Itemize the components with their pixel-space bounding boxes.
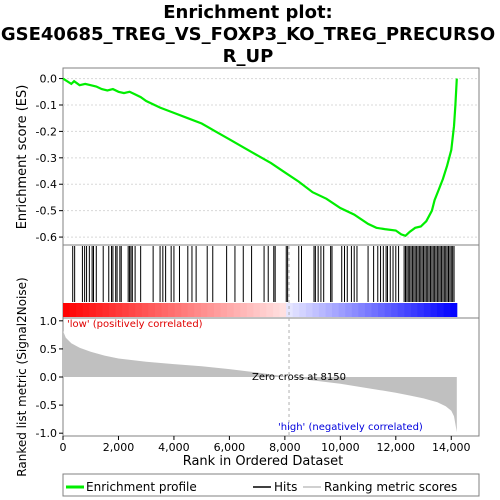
es-y-tick-label: -0.5 [36,205,57,218]
rank-color-segment [148,303,155,317]
rank-color-segment [129,303,136,317]
zero-cross-annotation: Zero cross at 8150 [252,372,346,383]
high-annotation: 'high' (negatively correlated) [278,422,423,433]
es-y-tick-label: -0.1 [36,99,57,112]
rank-color-segment [286,303,293,317]
rank-color-segment [253,303,260,317]
rank-color-segment [83,303,90,317]
legend-label-metric: Ranking metric scores [324,480,457,494]
rank-color-segment [385,303,392,317]
rank-color-segment [260,303,267,317]
rank-color-segment [273,303,280,317]
rank-color-segment [398,303,405,317]
x-tick-label: 2,000 [103,441,135,454]
x-tick-label: 12,000 [377,441,416,454]
es-y-tick-label: -0.6 [36,231,57,244]
chart-title-line-1: Enrichment plot: [163,2,333,23]
rank-color-segment [96,303,103,317]
rank-color-segment [404,303,411,317]
x-tick-label: 14,000 [432,441,471,454]
rank-color-segment [135,303,142,317]
x-axis-title: Rank in Ordered Dataset [183,454,344,469]
rank-color-segment [155,303,162,317]
rank-color-band [63,303,457,317]
rank-color-segment [424,303,431,317]
rank-color-segment [207,303,214,317]
rank-color-segment [352,303,359,317]
x-tick-label: 4,000 [158,441,190,454]
rank-color-segment [122,303,129,317]
rank-color-segment [234,303,241,317]
rank-color-segment [345,303,352,317]
rank-color-segment [365,303,372,317]
rank-color-segment [247,303,254,317]
rank-color-segment [188,303,195,317]
chart-title-line-2: GSE40685_TREG_VS_FOXP3_KO_TREG_PRECURSO [1,24,495,45]
rank-color-segment [312,303,319,317]
x-tick-label: 10,000 [321,441,360,454]
x-tick-label: 0 [60,441,67,454]
es-y-tick-label: 0.0 [40,73,58,86]
rank-color-segment [175,303,182,317]
es-y-tick-label: -0.2 [36,125,57,138]
low-annotation: 'low' (positively correlated) [67,319,203,330]
rank-color-segment [326,303,333,317]
rank-color-segment [431,303,438,317]
rank-color-segment [214,303,221,317]
rank-color-segment [201,303,208,317]
rank-color-segment [437,303,444,317]
rank-color-segment [417,303,424,317]
rank-color-segment [240,303,247,317]
rank-color-segment [221,303,228,317]
rank-color-segment [76,303,83,317]
x-ticks: 0 2,000 4,000 6,000 8,000 10,000 12,000 14,000 [60,436,471,454]
rank-color-segment [293,303,300,317]
rank-color-segment [116,303,123,317]
rank-color-segment [280,303,287,317]
es-y-tick-label: -0.4 [36,178,57,191]
rank-color-segment [181,303,188,317]
rank-color-segment [70,303,77,317]
rank-color-segment [227,303,234,317]
rank-color-segment [142,303,149,317]
legend-label-hits: Hits [274,480,297,494]
rank-color-segment [450,303,457,317]
rank-color-segment [102,303,109,317]
rank-color-segment [444,303,451,317]
rank-color-segment [319,303,326,317]
rank-color-segment [89,303,96,317]
rank-color-segment [168,303,175,317]
rank-color-segment [109,303,116,317]
chart-title-line-3: R_UP [223,46,274,67]
x-tick-label: 8,000 [269,441,301,454]
es-y-tick-label: -0.3 [36,152,57,165]
rank-color-segment [306,303,313,317]
rank-color-segment [63,303,70,317]
rank-color-segment [161,303,168,317]
legend-label-enrichment: Enrichment profile [86,480,197,494]
metric-y-axis-title: Ranked list metric (Signal2Noise) [15,277,29,476]
rank-color-segment [371,303,378,317]
rank-color-segment [378,303,385,317]
rank-color-segment [266,303,273,317]
metric-y-tick-label: 0.0 [40,371,58,384]
rank-color-segment [194,303,201,317]
es-panel-frame [63,68,479,245]
es-y-ticks: 0.0 -0.1 -0.2 -0.3 -0.4 -0.5 -0.6 [36,73,63,245]
rank-color-segment [391,303,398,317]
rank-color-segment [358,303,365,317]
metric-y-tick-label: -0.5 [36,399,57,412]
rank-color-segment [411,303,418,317]
rank-color-segment [339,303,346,317]
es-y-axis-title: Enrichment score (ES) [15,85,30,230]
rank-color-segment [299,303,306,317]
metric-y-tick-label: 1.0 [40,315,58,328]
x-tick-label: 6,000 [214,441,246,454]
metric-y-tick-label: -1.0 [36,427,57,440]
metric-y-ticks: 1.0 0.5 0.0 -0.5 -1.0 [36,315,63,440]
rank-color-segment [332,303,339,317]
metric-y-tick-label: 0.5 [40,343,58,356]
